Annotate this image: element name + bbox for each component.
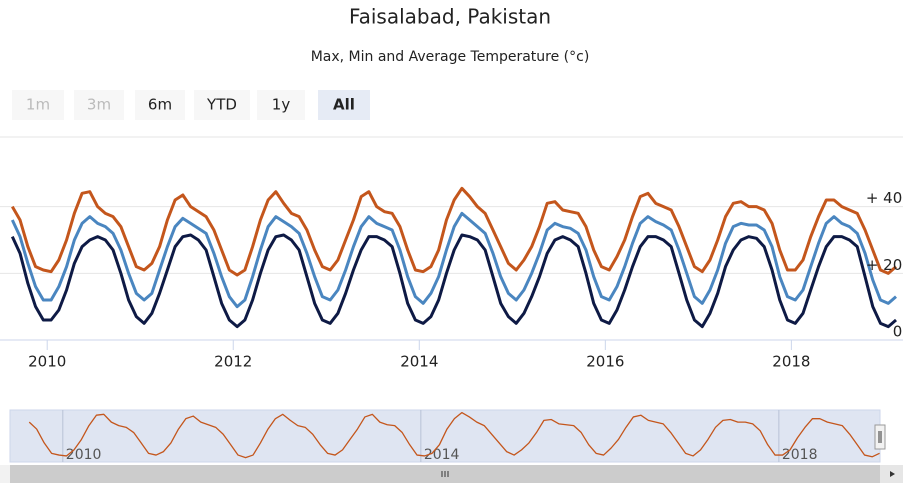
range-button-label: All <box>333 96 355 114</box>
range-button-label: 1m <box>26 96 50 114</box>
series-line <box>10 233 898 329</box>
navigator-line <box>28 411 880 459</box>
x-tick-label: 2014 <box>400 353 438 371</box>
navigator-handle[interactable] <box>874 424 886 450</box>
x-tick-label: 2016 <box>586 353 624 371</box>
scrollbar-arrow <box>890 471 895 477</box>
range-button-label: 3m <box>87 96 111 114</box>
x-tick-label: 2012 <box>214 353 252 371</box>
range-button-label: YTD <box>206 96 237 114</box>
y-tick-label: + 40°c <box>866 189 903 207</box>
range-button-label: 1y <box>272 96 291 114</box>
y-tick-label: + 20°c <box>866 256 903 274</box>
series-line <box>11 186 897 277</box>
navigator: 2010 2014 2018 <box>28 410 880 463</box>
range-button[interactable] <box>257 90 305 120</box>
range-button[interactable] <box>194 90 250 120</box>
x-tick-label: 2010 <box>28 353 66 371</box>
range-button[interactable] <box>318 90 370 120</box>
x-tick-label: 2018 <box>772 353 810 371</box>
chart-subtitle: Max, Min and Average Temperature (°c) <box>311 49 590 65</box>
plot-area <box>0 186 903 329</box>
navigator-tick-label: 2010 <box>66 447 102 463</box>
chart-title: Faisalabad, Pakistan <box>349 5 551 29</box>
range-button[interactable] <box>135 90 185 120</box>
scrollbar-grip <box>441 471 449 477</box>
navigator-mask[interactable] <box>9 409 881 463</box>
range-button-label: 6m <box>148 96 172 114</box>
range-button <box>12 90 64 120</box>
y-tick-label: 0°c <box>893 323 903 341</box>
series-line <box>10 211 897 309</box>
navigator-tick-label: 2014 <box>424 447 460 463</box>
navigator-tick-label: 2018 <box>782 447 818 463</box>
handle-grip <box>878 431 882 443</box>
range-button <box>74 90 124 120</box>
